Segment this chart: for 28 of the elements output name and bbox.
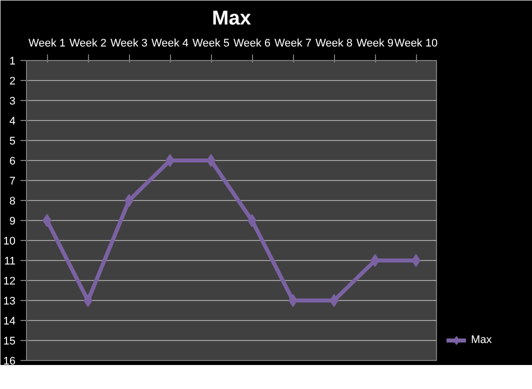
y-tick-label: 8 xyxy=(9,196,16,208)
x-tick-label: Week 10 xyxy=(394,38,438,50)
y-tick-label: 9 xyxy=(9,216,16,228)
x-tick-label: Week 5 xyxy=(192,38,230,50)
legend-label: Max xyxy=(471,334,492,346)
x-tick-label: Week 9 xyxy=(356,38,394,50)
y-tick-label: 16 xyxy=(3,356,16,368)
y-tick-label: 10 xyxy=(3,236,16,248)
chart-title: Max xyxy=(212,8,251,30)
y-tick-label: 2 xyxy=(9,76,16,88)
y-tick-label: 14 xyxy=(3,316,16,328)
y-tick-label: 4 xyxy=(9,116,16,128)
x-tick-label: Week 7 xyxy=(274,38,312,50)
y-tick-label: 6 xyxy=(9,156,16,168)
y-tick-label: 15 xyxy=(3,336,16,348)
y-tick-label: 13 xyxy=(3,296,16,308)
y-tick-label: 5 xyxy=(9,136,16,148)
x-tick-label: Week 2 xyxy=(69,38,107,50)
y-tick-label: 7 xyxy=(9,176,16,188)
y-tick-label: 3 xyxy=(9,96,16,108)
x-tick-label: Week 4 xyxy=(151,38,189,50)
y-tick-label: 11 xyxy=(4,256,16,268)
y-tick-label: 1 xyxy=(9,56,16,68)
x-tick-label: Week 3 xyxy=(110,38,148,50)
y-tick-label: 12 xyxy=(3,276,16,288)
x-tick-label: Week 8 xyxy=(315,38,353,50)
x-tick-label: Week 6 xyxy=(233,38,271,50)
x-tick-label: Week 1 xyxy=(28,38,66,50)
